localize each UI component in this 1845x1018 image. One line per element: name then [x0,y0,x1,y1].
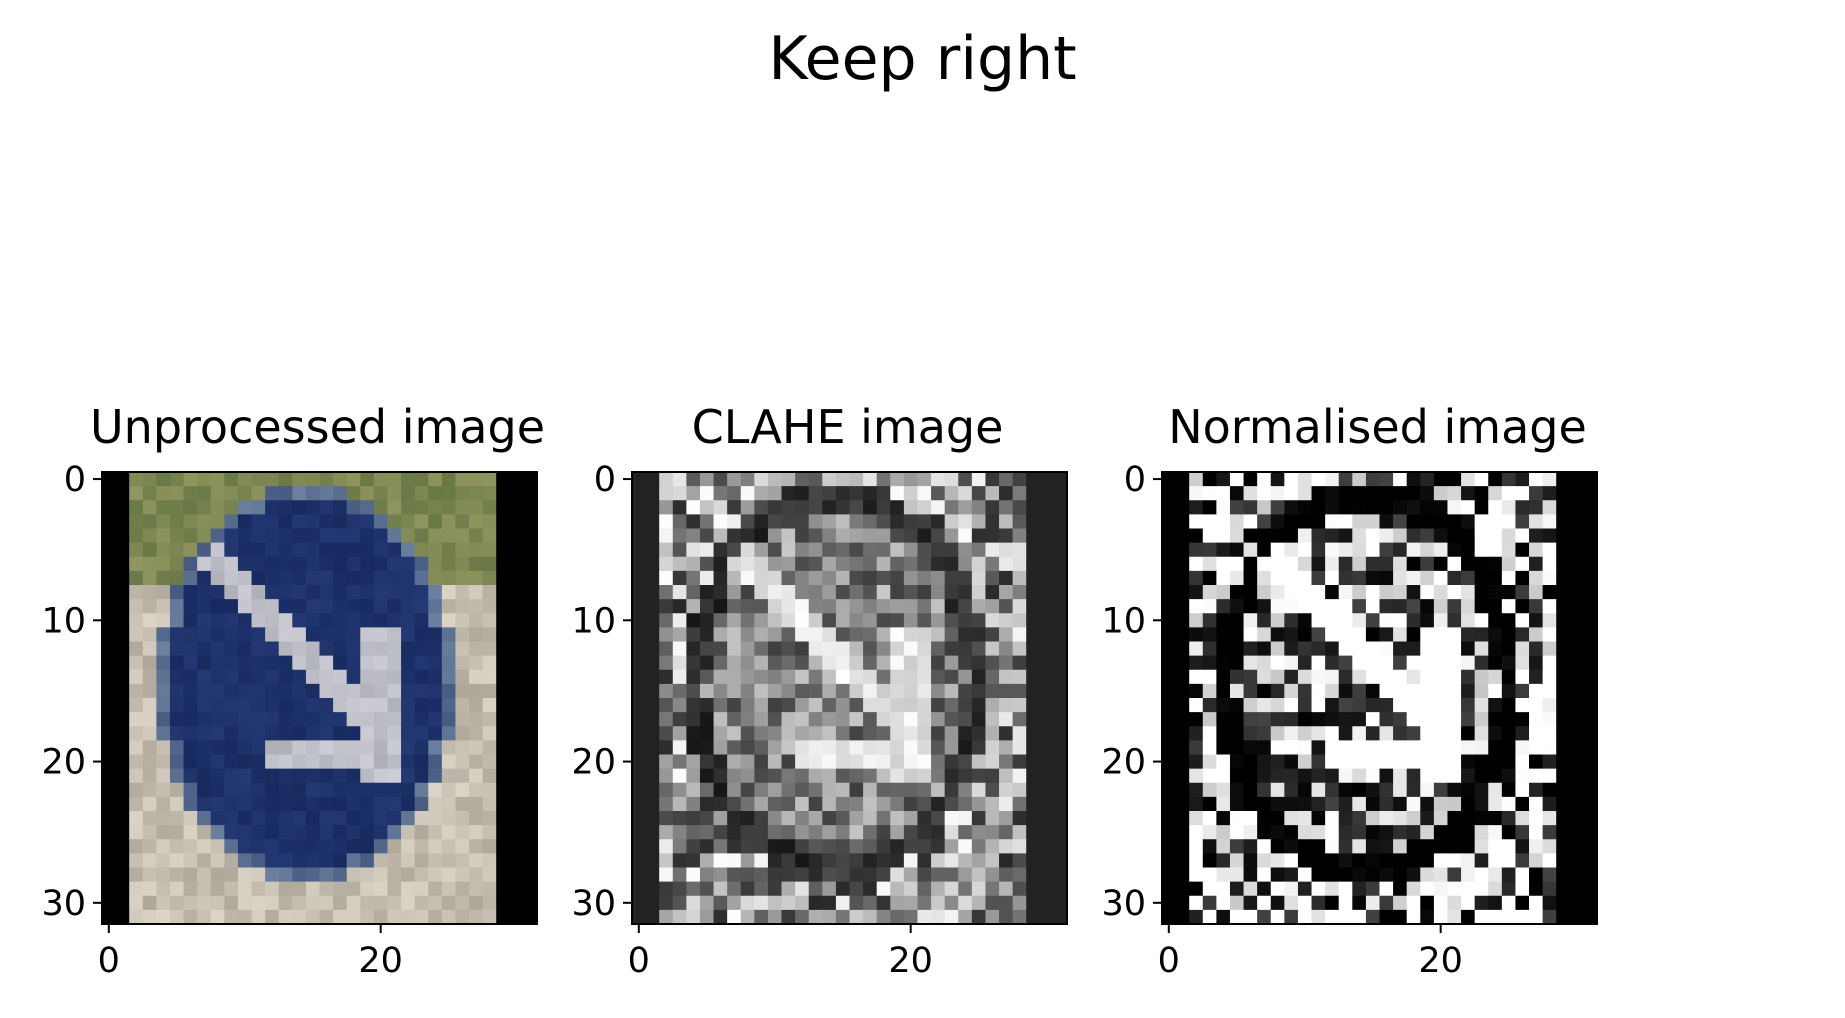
axes-clahe: 0 10 20 30 0 20 [571,460,1068,981]
y-tick-label: 0 [594,460,616,500]
panel-title: Unprocessed image [90,400,545,454]
y-tick-label: 20 [41,743,86,783]
x-tick-label: 20 [358,941,403,981]
x-tick-label: 0 [98,941,120,981]
x-tick-label: 0 [628,941,650,981]
figure-title: Keep right [768,24,1077,94]
y-tick-label: 30 [41,884,86,924]
panel-clahe: CLAHE image 0 10 20 30 0 20 [571,400,1075,990]
x-tick-label: 20 [1418,941,1463,981]
panel-title: CLAHE image [691,400,1004,454]
image-pixels [1162,472,1598,925]
y-tick-label: 10 [41,601,86,641]
y-tick-label: 30 [571,884,616,924]
x-tick-label: 20 [888,941,933,981]
y-tick-label: 30 [1101,884,1146,924]
image-pixels [632,472,1068,925]
axes-frame [101,471,538,925]
panel-normalised: Normalised image 0 10 20 30 0 20 [1101,400,1605,990]
y-tick-label: 0 [1124,460,1146,500]
y-tick-label: 10 [1101,601,1146,641]
y-tick-label: 0 [64,460,86,500]
x-tick-label: 0 [1158,941,1180,981]
axes-frame [631,471,1068,925]
axes-normalised: 0 10 20 30 0 20 [1101,460,1598,981]
y-tick-label: 10 [571,601,616,641]
axes-unprocessed: 0 10 20 30 0 20 [41,460,538,981]
image-pixels [102,472,538,925]
panel-unprocessed: Unprocessed image 0 10 20 30 0 20 [41,400,545,990]
panel-title: Normalised image [1168,400,1587,454]
axes-frame [1161,471,1598,925]
y-tick-label: 20 [1101,743,1146,783]
y-tick-label: 20 [571,743,616,783]
